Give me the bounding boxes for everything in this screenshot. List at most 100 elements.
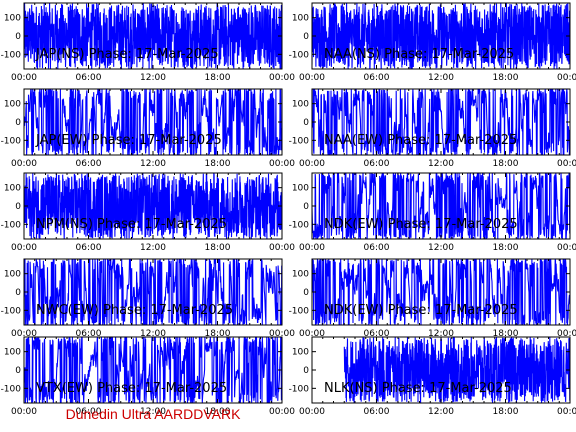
y-tick-label: 0 [303,118,309,128]
y-tick-label: -100 [1,50,22,60]
y-tick-label: 0 [303,288,309,298]
panel-10: 100 0 -100 00:00 06:00 12:00 18:00 00:00 NLK(NS)… [289,336,576,417]
panel-title: JAP(NS) Phase: 17-Mar-2025 [35,47,219,62]
x-tick-label: 00:00 [11,159,37,169]
panel-5: 100 0 -100 00:00 06:00 12:00 18:00 00:00 NPM(NS)… [1,172,295,253]
chart-panels: 100 0 -100 00:00 06:00 12:00 18:00 00:00 JAP(NS)… [1,2,576,417]
panel-title: NLK(NS) Phase: 17-Mar-2025 [324,381,512,396]
y-tick-label: 0 [15,288,21,298]
x-tick-label: 06:00 [76,329,102,339]
x-tick-label: 00:00 [557,73,576,83]
x-tick-label: 18:00 [205,243,231,253]
x-tick-label: 12:00 [140,329,166,339]
x-tick-label: 18:00 [493,329,519,339]
x-tick-label: 00:00 [557,159,576,169]
panel-9: 100 0 -100 00:00 06:00 12:00 18:00 00:00 VTX(EW)… [1,336,295,417]
phase-trace-7 [24,259,282,325]
y-tick-label: 100 [4,184,21,194]
x-tick-label: 06:00 [76,407,102,417]
x-tick-label: 00:00 [557,243,576,253]
y-tick-label: -100 [1,306,22,316]
panel-title: NAA(NS) Phase: 17-Mar-2025 [324,47,514,62]
footer-label: Dunedin Ultra AARDDVARK [66,406,241,422]
panel-3: 100 0 -100 00:00 06:00 12:00 18:00 00:00 JAP(EW)… [1,88,295,169]
x-tick-label: 12:00 [428,159,454,169]
x-tick-label: 00:00 [557,407,576,417]
x-tick-label: 12:00 [140,243,166,253]
phase-trace-1 [24,3,282,69]
x-tick-label: 12:00 [140,73,166,83]
x-tick-label: 00:00 [299,329,325,339]
y-tick-label: 0 [15,202,21,212]
x-tick-label: 06:00 [364,407,390,417]
y-tick-label: 100 [292,348,309,358]
y-tick-label: -100 [1,136,22,146]
panel-title: NWC(EW) Phase: 17-Mar-2025 [36,303,233,318]
panel-title: NDK(EW) Phase: 17-Mar-2025 [324,303,518,318]
x-tick-label: 18:00 [205,73,231,83]
x-tick-label: 18:00 [493,73,519,83]
x-tick-label: 00:00 [269,159,295,169]
y-tick-label: 0 [15,32,21,42]
x-tick-label: 00:00 [269,329,295,339]
y-tick-label: 100 [4,270,21,280]
y-tick-label: 0 [303,32,309,42]
x-tick-label: 18:00 [205,407,231,417]
y-tick-label: 100 [4,348,21,358]
y-tick-label: 100 [4,14,21,24]
x-tick-label: 06:00 [76,243,102,253]
x-tick-label: 18:00 [493,407,519,417]
x-tick-label: 00:00 [299,243,325,253]
x-tick-label: 18:00 [205,329,231,339]
phase-trace-2 [312,3,570,69]
x-tick-label: 12:00 [428,329,454,339]
panel-title: NDK(EW) Phase: 17-Mar-2025 [324,217,518,232]
panel-2: 100 0 -100 00:00 06:00 12:00 18:00 00:00 NAA(NS)… [289,2,576,83]
phase-trace-3 [24,89,282,155]
panel-title: JAP(EW) Phase: 17-Mar-2025 [35,133,222,148]
panel-title: VTX(EW) Phase: 17-Mar-2025 [36,381,227,396]
x-tick-label: 00:00 [299,159,325,169]
phase-trace-10 [343,337,570,403]
y-tick-label: -100 [1,384,22,394]
x-tick-label: 06:00 [364,159,390,169]
y-tick-label: -100 [289,136,310,146]
x-tick-label: 06:00 [364,73,390,83]
x-tick-label: 06:00 [76,73,102,83]
x-tick-label: 00:00 [11,73,37,83]
x-tick-label: 00:00 [299,73,325,83]
y-tick-label: 100 [292,100,309,110]
x-tick-label: 00:00 [269,73,295,83]
panel-8: 100 0 -100 00:00 06:00 12:00 18:00 00:00 NDK(EW)… [289,258,576,339]
panel-title: NAA(EW) Phase: 17-Mar-2025 [324,133,517,148]
y-tick-label: 0 [303,366,309,376]
panel-6: 100 0 -100 00:00 06:00 12:00 18:00 00:00 NDK(EW)… [289,172,576,253]
y-tick-label: -100 [289,306,310,316]
phase-trace-4 [312,89,570,155]
y-tick-label: 100 [292,184,309,194]
x-tick-label: 18:00 [493,243,519,253]
phase-trace-5 [24,173,282,239]
phase-trace-9 [24,337,282,403]
x-tick-label: 00:00 [299,407,325,417]
x-tick-label: 00:00 [269,407,295,417]
x-tick-label: 00:00 [11,407,37,417]
x-tick-label: 06:00 [364,329,390,339]
y-tick-label: 100 [292,270,309,280]
y-tick-label: 100 [4,100,21,110]
x-tick-label: 00:00 [11,243,37,253]
panel-1: 100 0 -100 00:00 06:00 12:00 18:00 00:00 JAP(NS)… [1,2,295,83]
y-tick-label: -100 [289,384,310,394]
y-tick-label: 0 [15,366,21,376]
x-tick-label: 12:00 [140,407,166,417]
y-tick-label: 100 [292,14,309,24]
x-tick-label: 18:00 [205,159,231,169]
x-tick-label: 00:00 [269,243,295,253]
x-tick-label: 12:00 [428,73,454,83]
x-tick-label: 12:00 [428,243,454,253]
x-tick-label: 06:00 [364,243,390,253]
x-tick-label: 18:00 [493,159,519,169]
y-tick-label: -100 [289,50,310,60]
panel-7: 100 0 -100 00:00 06:00 12:00 18:00 00:00 NWC(EW)… [1,258,295,339]
